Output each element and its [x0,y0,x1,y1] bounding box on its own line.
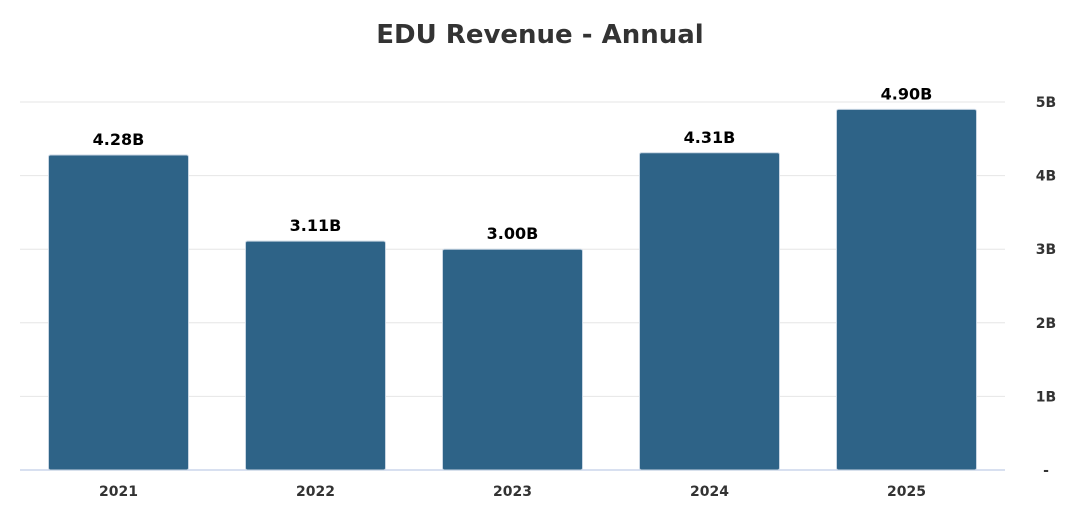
y-tick-label: 4B [1036,169,1056,185]
bar-2021[interactable] [48,154,189,471]
y-tick-label: 1B [1036,389,1056,405]
x-tick-label: 2025 [887,484,926,500]
y-tick-label: 2B [1036,316,1056,332]
chart-title: EDU Revenue - Annual [376,20,703,50]
bar-2022[interactable] [245,240,386,471]
bar-2023[interactable] [442,248,583,471]
x-tick-label: 2021 [99,484,138,500]
bar-2025[interactable] [836,108,977,471]
y-tick-label: 3B [1036,242,1056,258]
data-label: 4.28B [93,130,145,149]
y-tick-label: 5B [1036,95,1056,111]
x-tick-label: 2022 [296,484,335,500]
x-tick-label: 2024 [690,484,729,500]
data-label: 4.90B [881,84,933,103]
data-label: 3.00B [487,224,539,243]
x-tick-label: 2023 [493,484,532,500]
y-tick-label: - [1043,463,1049,479]
data-label: 3.11B [290,216,342,235]
bar-2024[interactable] [639,152,780,471]
data-label: 4.31B [684,128,736,147]
